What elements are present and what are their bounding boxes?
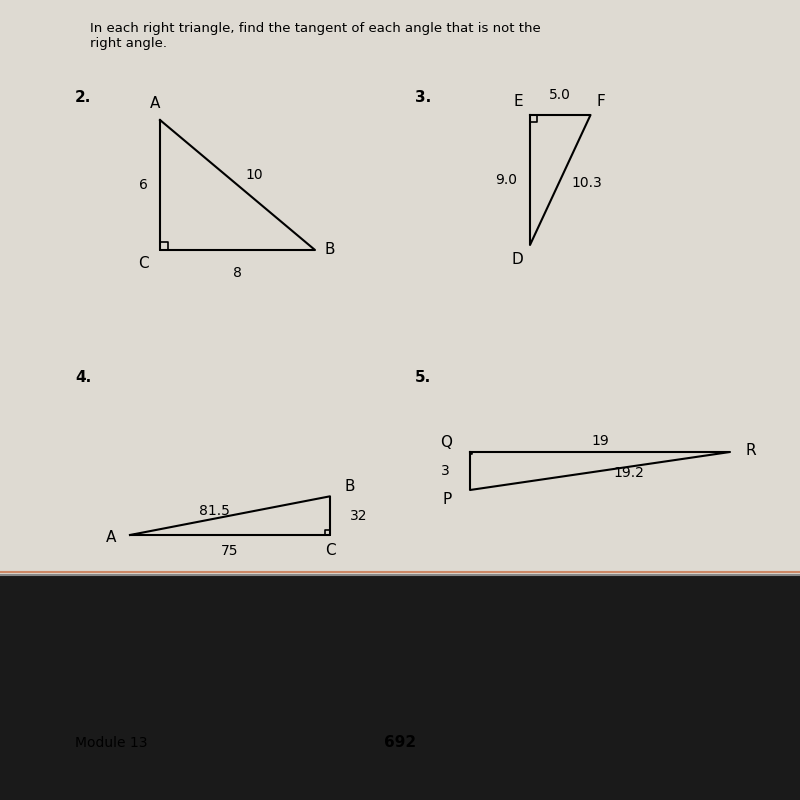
Text: B: B <box>344 478 354 494</box>
Text: 5.0: 5.0 <box>550 88 571 102</box>
Text: 19.2: 19.2 <box>613 466 644 480</box>
Text: P: P <box>442 492 452 507</box>
Text: F: F <box>596 94 605 109</box>
Text: Module 13: Module 13 <box>75 736 147 750</box>
Text: 3: 3 <box>441 464 450 478</box>
Text: 10.3: 10.3 <box>572 176 602 190</box>
Text: D: D <box>512 251 523 266</box>
Text: 19: 19 <box>591 434 609 448</box>
Text: 6: 6 <box>138 178 147 192</box>
Text: 32: 32 <box>350 509 367 522</box>
Text: C: C <box>325 543 335 558</box>
Text: 9.0: 9.0 <box>494 173 517 187</box>
Text: A: A <box>150 96 161 111</box>
Text: 3.: 3. <box>415 90 431 105</box>
Text: 81.5: 81.5 <box>198 504 230 518</box>
Bar <box>0 0 800 575</box>
Text: 692: 692 <box>384 735 416 750</box>
Text: 2.: 2. <box>75 90 91 105</box>
Text: 4.: 4. <box>75 370 91 385</box>
Text: E: E <box>514 94 523 109</box>
Text: R: R <box>746 442 756 458</box>
Text: A: A <box>106 530 116 546</box>
Text: 10: 10 <box>246 168 263 182</box>
Text: In each right triangle, find the tangent of each angle that is not the
right ang: In each right triangle, find the tangent… <box>90 22 541 50</box>
Text: 5.: 5. <box>415 370 431 385</box>
Text: 75: 75 <box>222 544 238 558</box>
Bar <box>0 575 800 800</box>
Text: Q: Q <box>440 435 452 450</box>
Text: C: C <box>138 257 149 271</box>
Text: 8: 8 <box>233 266 242 280</box>
Text: B: B <box>324 242 335 258</box>
